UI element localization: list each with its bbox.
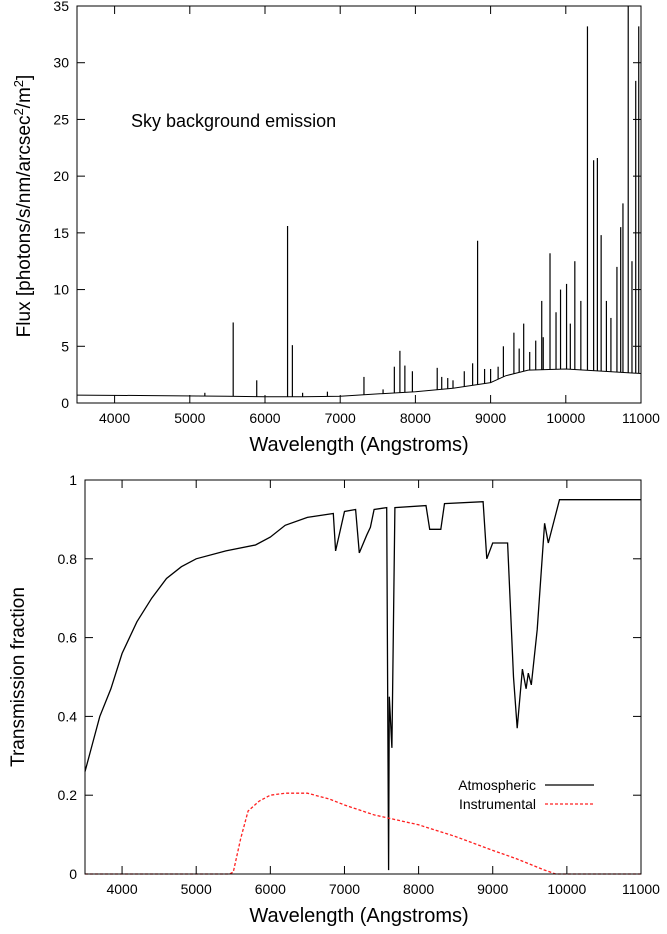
y-tick-label: 5 [61,338,69,354]
x-tick-label: 10000 [546,410,585,426]
plot-frame [84,479,642,875]
x-tick-label: 11000 [622,410,660,426]
y-axis-label: Transmission fraction [8,587,29,767]
y-tick-label: 0.6 [58,630,78,646]
series-line-instrumental [85,792,641,875]
y-tick-label: 25 [53,111,69,127]
y-tick-label: 0.4 [58,708,78,724]
y-axis-label: Flux [photons/s/nm/arcsec2/m2] [11,75,35,338]
y-tick-label: 10 [53,282,69,298]
y-axis-label-mid: /m [14,87,35,108]
y-tick-label: 0 [69,866,77,882]
x-tick-label: 4000 [99,410,130,426]
y-tick-label: 0 [61,395,69,411]
axis-ticks: 4000 5000 6000 7000 8000 9000 10000 11000 0 5 10 15… [53,0,660,426]
x-tick-label: 8000 [403,881,434,897]
legend: Atmospheric Instrumental [458,777,594,812]
x-tick-label: 9000 [477,881,508,897]
y-tick-label: 35 [53,0,69,14]
axis-ticks: 4000 5000 6000 7000 8000 9000 10000 11000 0 0.2 0.… [58,472,661,897]
y-axis-label-end: ] [14,75,35,80]
continuum-line [76,368,642,398]
y-tick-label: 15 [53,225,69,241]
y-tick-label: 0.8 [58,551,78,567]
legend-label-atmospheric: Atmospheric [458,777,536,793]
x-tick-label: 6000 [255,881,286,897]
x-tick-label: 7000 [329,881,360,897]
x-tick-label: 8000 [400,410,431,426]
y-axis-label-sup2: 2 [11,80,26,87]
y-tick-label: 1 [69,472,77,488]
x-tick-label: 5000 [181,881,212,897]
series-line-atmospheric [84,499,641,871]
x-tick-label: 9000 [475,410,506,426]
legend-label-instrumental: Instrumental [459,796,536,812]
y-axis-label-sup1: 2 [11,108,26,115]
y-tick-label: 0.2 [58,787,78,803]
x-axis-label: Wavelength (Angstroms) [249,434,468,456]
y-tick-label: 30 [53,55,69,71]
transmission-panel: 4000 5000 6000 7000 8000 9000 10000 11000 0 0.2 0.… [8,472,660,927]
x-tick-label: 7000 [325,410,356,426]
x-tick-label: 11000 [622,881,660,897]
x-axis-label: Wavelength (Angstroms) [249,905,468,927]
transmission-data [84,499,641,875]
sky-emission-panel: 4000 5000 6000 7000 8000 9000 10000 11000 0 5 10 15… [11,0,660,456]
x-tick-label: 10000 [547,881,586,897]
x-tick-label: 4000 [106,881,137,897]
annotation: Sky background emission [131,111,336,131]
plot-frame [76,5,642,404]
y-tick-label: 20 [53,168,69,184]
x-tick-label: 5000 [174,410,205,426]
x-tick-label: 6000 [249,410,280,426]
sky-emission-data [76,6,642,398]
y-axis-label-main: Flux [photons/s/nm/arcsec [14,116,35,338]
